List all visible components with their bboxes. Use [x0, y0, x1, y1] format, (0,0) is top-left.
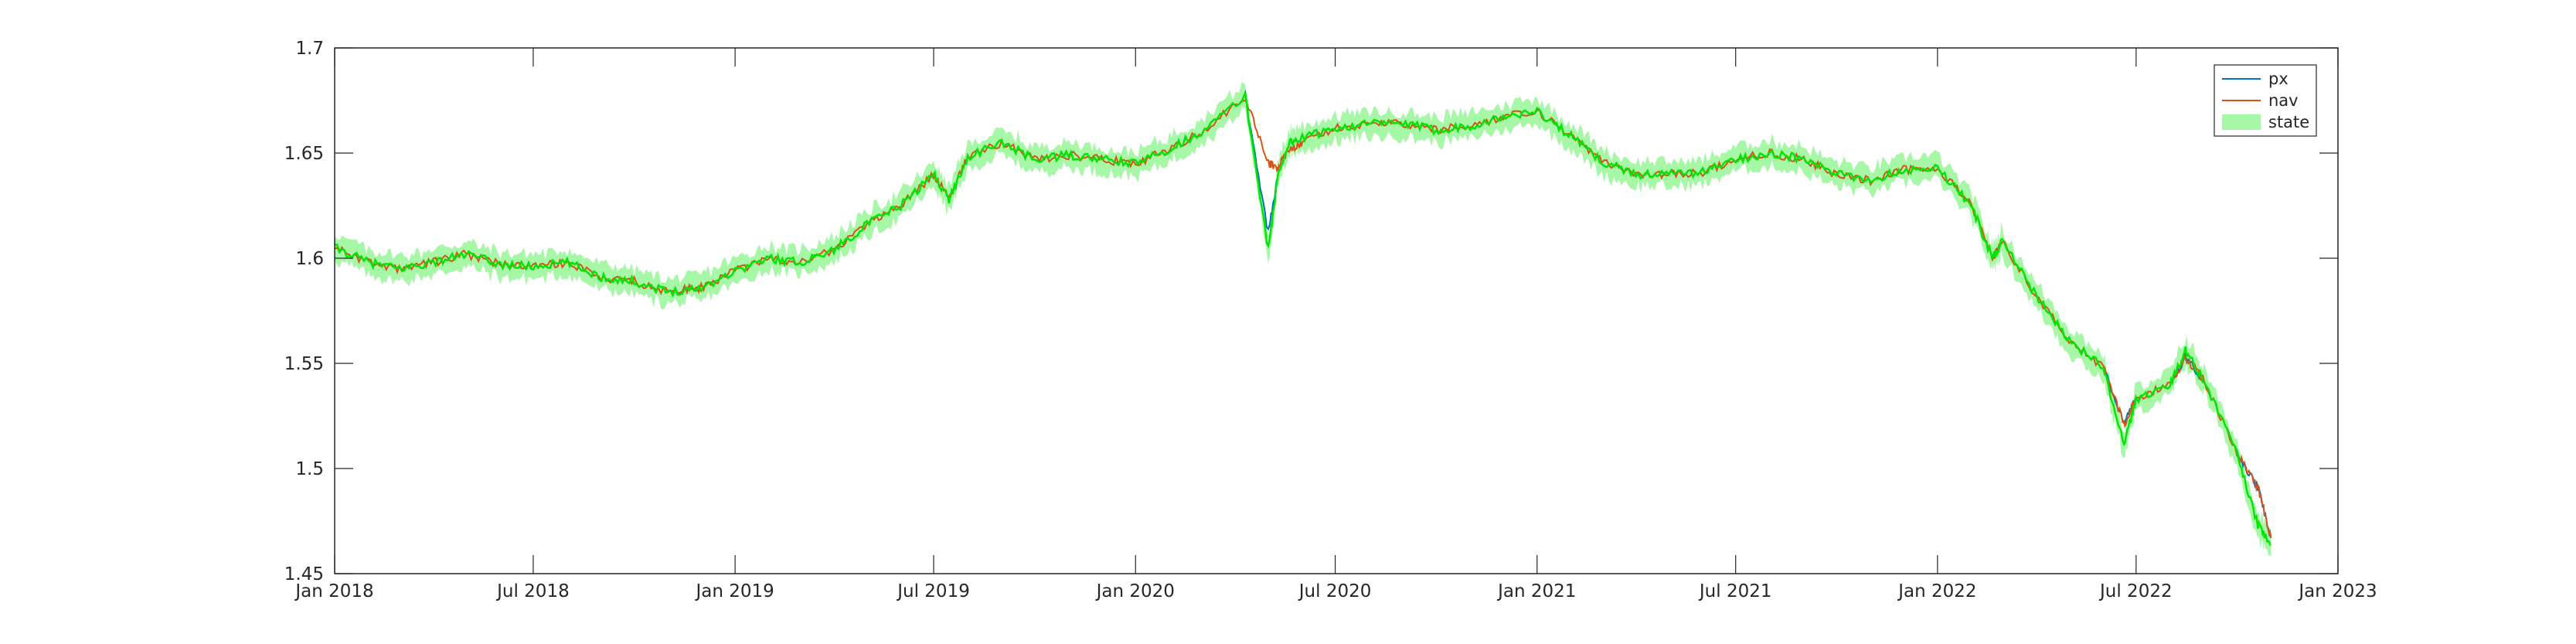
series-layer	[335, 81, 2272, 558]
x-tick-label: Jul 2022	[2098, 581, 2173, 601]
y-tick-label: 1.5	[295, 459, 324, 479]
axes: 1.45 1.5 1.55 1.6 1.65 1.7 Jan 2018 Jul 2018 Jan…	[284, 39, 2377, 601]
x-tick-label: Jan 2023	[2297, 581, 2377, 601]
y-tick-label: 1.7	[295, 39, 324, 59]
legend: px nav state	[2214, 64, 2317, 137]
y-tick-label: 1.55	[284, 354, 324, 374]
legend-label-px: px	[2268, 70, 2288, 88]
y-tick-label: 1.65	[284, 144, 324, 164]
legend-label-state: state	[2268, 113, 2309, 131]
series-line-state	[335, 92, 2271, 546]
x-tick-label: Jul 2018	[495, 581, 570, 601]
legend-swatch-state	[2222, 114, 2261, 130]
axes-box	[334, 47, 2339, 574]
y-tick-label: 1.6	[295, 249, 324, 269]
x-tick-label: Jan 2021	[1496, 581, 1576, 601]
x-tick-label: Jan 2019	[694, 581, 774, 601]
x-tick-label: Jan 2018	[294, 581, 373, 601]
x-tick-label: Jan 2020	[1095, 581, 1175, 601]
y-tick-label: 1.45	[284, 564, 324, 584]
x-tick-label: Jul 2019	[896, 581, 970, 601]
x-tick-label: Jan 2022	[1897, 581, 1976, 601]
legend-label-nav: nav	[2268, 91, 2299, 110]
x-tick-label: Jul 2021	[1698, 581, 1772, 601]
x-tick-label: Jul 2020	[1298, 581, 1372, 601]
